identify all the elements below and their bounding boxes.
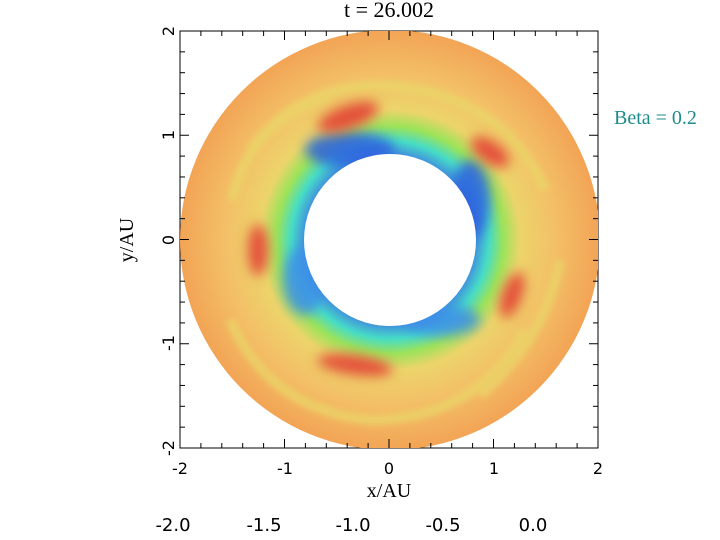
y-tick-labels: -2 -1 0 1 2 <box>159 26 178 456</box>
y-tick-label: 0 <box>159 235 178 245</box>
extra-tick-label: -0.5 <box>425 515 460 536</box>
y-axis-label: y/AU <box>116 217 138 262</box>
extra-tick-label: -1.0 <box>335 515 370 536</box>
axis-ticks <box>179 30 599 449</box>
x-axis-label: x/AU <box>367 480 412 502</box>
x-tick-labels: -2 -1 0 1 2 <box>172 459 603 478</box>
y-tick-label: 1 <box>159 130 178 140</box>
inner-hole <box>304 154 476 326</box>
plot-title: t = 26.002 <box>344 0 434 22</box>
extra-tick-label: -1.5 <box>246 515 281 536</box>
y-tick-label: -2 <box>159 440 178 456</box>
extra-tick-label: 0.0 <box>519 515 548 536</box>
x-tick-label: 2 <box>593 459 603 478</box>
x-tick-label: 0 <box>384 459 394 478</box>
extra-axis-labels: -2.0 -1.5 -1.0 -0.5 0.0 <box>155 515 547 536</box>
y-tick-label: 2 <box>159 26 178 36</box>
extra-tick-label: -2.0 <box>155 515 190 536</box>
x-tick-label: 1 <box>489 459 499 478</box>
beta-annotation: Beta = 0.2 <box>614 107 697 129</box>
x-tick-label: -1 <box>277 459 293 478</box>
spiral-arms <box>225 81 565 426</box>
x-tick-label: -2 <box>172 459 188 478</box>
density-clumps <box>248 101 525 377</box>
y-tick-label: -1 <box>159 335 178 351</box>
